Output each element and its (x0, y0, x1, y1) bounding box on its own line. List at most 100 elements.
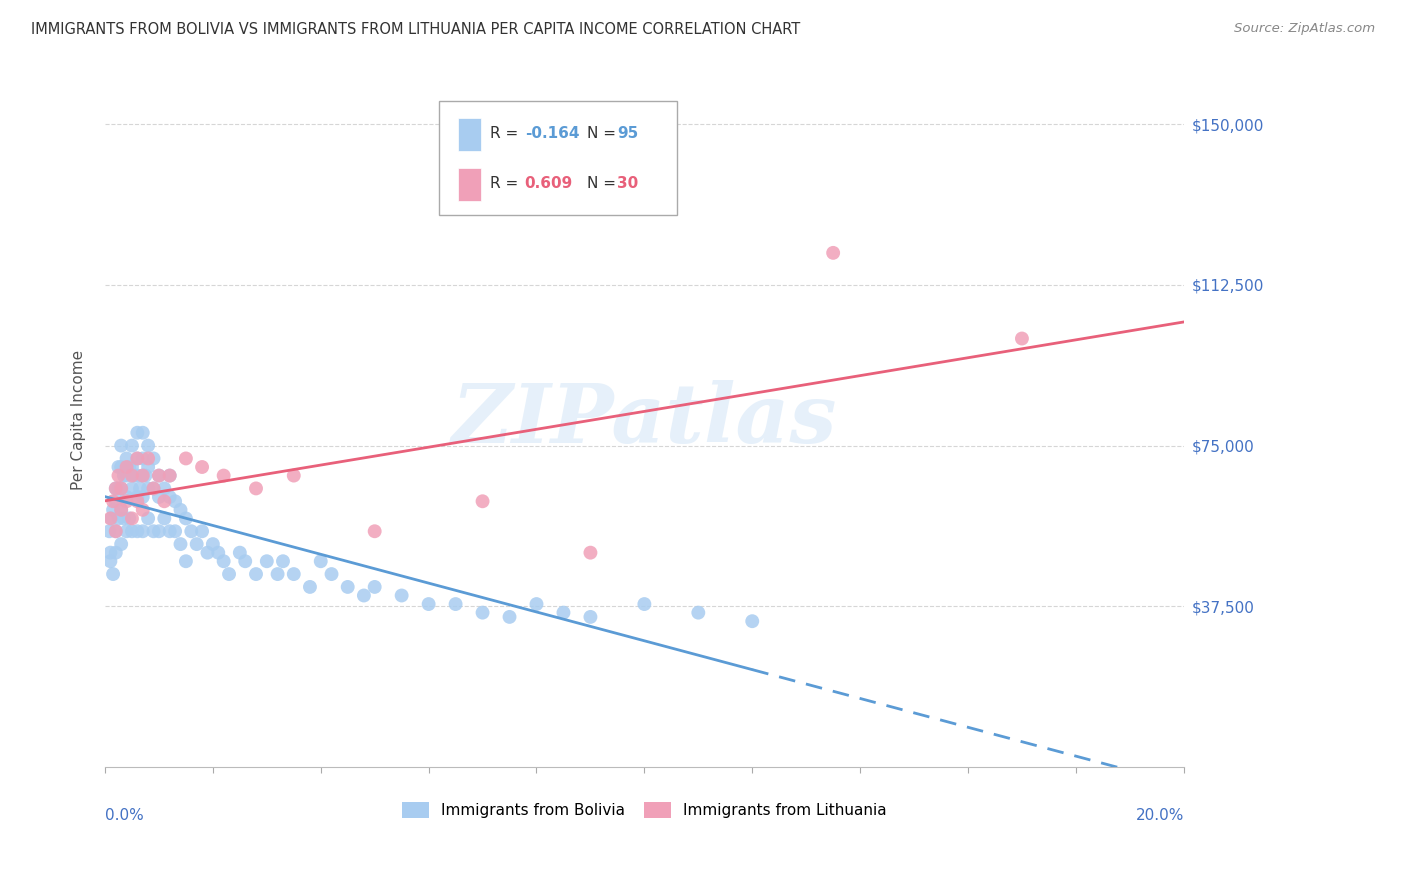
Point (98, 524, 121, 539)
Point (136, 511, 159, 525)
Point (526, 597, 548, 611)
Point (142, 451, 165, 466)
Point (100, 511, 122, 525)
Point (153, 511, 176, 525)
Point (136, 460, 159, 475)
Point (823, 245, 845, 260)
Point (174, 511, 197, 525)
Point (741, 614, 763, 628)
Point (104, 524, 127, 539)
Point (688, 606, 710, 620)
Point (107, 460, 129, 475)
Point (159, 468, 181, 483)
Point (112, 468, 135, 483)
Point (115, 451, 138, 466)
Point (110, 503, 132, 517)
Point (104, 546, 127, 560)
Point (553, 606, 575, 620)
Point (321, 567, 343, 582)
Point (191, 524, 214, 539)
Point (100, 554, 122, 568)
Point (121, 524, 143, 539)
Point (104, 482, 127, 496)
Text: Source: ZipAtlas.com: Source: ZipAtlas.com (1234, 22, 1375, 36)
Point (124, 468, 146, 483)
Point (121, 482, 143, 496)
Point (104, 524, 127, 539)
Point (142, 524, 165, 539)
Point (159, 468, 181, 483)
Point (142, 482, 165, 496)
Point (218, 567, 240, 582)
Point (165, 524, 187, 539)
Point (121, 468, 143, 483)
Point (115, 468, 138, 483)
Point (266, 567, 288, 582)
Point (118, 460, 141, 475)
Point (256, 554, 278, 568)
Point (159, 490, 181, 504)
FancyBboxPatch shape (458, 118, 481, 152)
Point (110, 537, 132, 551)
Text: N =: N = (588, 126, 621, 141)
Point (136, 439, 159, 453)
Text: ZIPatlas: ZIPatlas (451, 380, 837, 460)
Point (186, 537, 208, 551)
Point (579, 610, 602, 624)
Point (132, 468, 155, 483)
Text: 30: 30 (617, 176, 638, 191)
Point (197, 546, 219, 560)
Point (127, 425, 149, 440)
Point (110, 460, 132, 475)
Point (169, 503, 191, 517)
Point (132, 503, 155, 517)
Point (363, 580, 385, 594)
Point (391, 589, 413, 603)
Point (132, 451, 155, 466)
Point (201, 537, 224, 551)
Point (498, 610, 520, 624)
Point (283, 567, 305, 582)
Point (115, 524, 138, 539)
Point (212, 554, 235, 568)
Point (174, 451, 197, 466)
Point (101, 567, 124, 582)
Point (153, 494, 176, 508)
Text: -0.164: -0.164 (524, 126, 579, 141)
Text: R =: R = (491, 126, 523, 141)
Point (471, 494, 494, 508)
Text: R =: R = (491, 176, 523, 191)
Point (148, 490, 170, 504)
Point (100, 511, 122, 525)
Point (336, 580, 359, 594)
Point (129, 482, 152, 496)
Point (245, 482, 267, 496)
Point (165, 494, 187, 508)
Text: N =: N = (588, 176, 621, 191)
Point (115, 494, 138, 508)
Point (174, 554, 197, 568)
Point (132, 524, 155, 539)
Point (233, 554, 256, 568)
Point (107, 482, 129, 496)
Point (127, 451, 149, 466)
Point (127, 490, 149, 504)
Point (136, 482, 159, 496)
Point (142, 482, 165, 496)
Text: 0.0%: 0.0% (105, 808, 143, 823)
Point (127, 468, 149, 483)
Point (115, 490, 138, 504)
Point (115, 460, 138, 475)
Point (127, 524, 149, 539)
Point (283, 468, 305, 483)
Text: IMMIGRANTS FROM BOLIVIA VS IMMIGRANTS FROM LITHUANIA PER CAPITA INCOME CORRELATI: IMMIGRANTS FROM BOLIVIA VS IMMIGRANTS FR… (31, 22, 800, 37)
Point (229, 546, 252, 560)
Point (104, 494, 127, 508)
Point (118, 511, 141, 525)
Point (153, 482, 176, 496)
Point (107, 468, 129, 483)
Point (110, 503, 132, 517)
Point (1011, 332, 1033, 346)
FancyBboxPatch shape (458, 168, 481, 202)
Point (104, 482, 127, 496)
